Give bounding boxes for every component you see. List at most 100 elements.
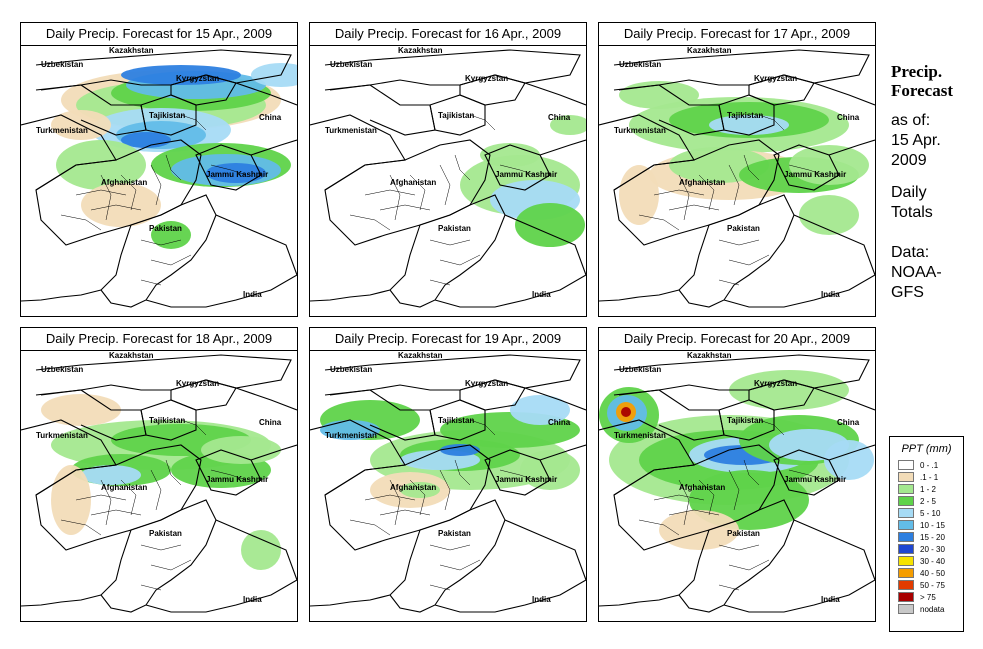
province-border bbox=[364, 189, 416, 196]
map-label-kashmir: Jammu Kashmir bbox=[206, 475, 268, 484]
province-border bbox=[788, 164, 825, 176]
province-border bbox=[90, 509, 142, 516]
legend-title: PPT (mm) bbox=[901, 443, 952, 455]
province-border bbox=[758, 419, 785, 436]
afghanistan-border bbox=[613, 444, 780, 551]
province-border bbox=[429, 544, 471, 551]
precip-map: Uzbekistan Kazakhstan Kyrgyzstan Tajikistan… bbox=[599, 351, 875, 613]
precip-area bbox=[729, 370, 849, 410]
precip-area bbox=[709, 115, 789, 135]
province-border bbox=[429, 239, 471, 246]
pakistan-border bbox=[389, 499, 506, 613]
legend-label: 40 - 50 bbox=[920, 568, 945, 578]
map-label-china: China bbox=[259, 113, 282, 122]
kashmir-border bbox=[195, 449, 262, 496]
legend-swatch bbox=[898, 484, 914, 494]
province-border bbox=[454, 459, 471, 486]
map-label-pakistan: Pakistan bbox=[438, 529, 471, 538]
afghanistan-border bbox=[324, 444, 491, 551]
legend-item: 10 - 15 bbox=[898, 519, 963, 531]
precip-area bbox=[81, 465, 141, 485]
map-label-china: China bbox=[259, 418, 282, 427]
forecast-panel-apr-18: Daily Precip. Forecast for 18 Apr., 2009… bbox=[20, 327, 298, 622]
province-border bbox=[439, 559, 481, 571]
precip-area bbox=[241, 530, 281, 570]
kashmir-border bbox=[195, 144, 262, 191]
legend-label: 10 - 15 bbox=[920, 520, 945, 530]
forecast-panel-apr-16: Daily Precip. Forecast for 16 Apr., 2009… bbox=[309, 22, 587, 317]
china-border bbox=[524, 387, 586, 461]
map-label-uzbekistan: Uzbekistan bbox=[619, 365, 661, 374]
province-border bbox=[429, 584, 451, 591]
side-title: Precip. Forecast bbox=[891, 62, 953, 100]
province-border bbox=[100, 479, 112, 526]
province-border bbox=[469, 114, 496, 131]
legend-item: 20 - 30 bbox=[898, 543, 963, 555]
province-border bbox=[165, 459, 182, 486]
panel-title: Daily Precip. Forecast for 17 Apr., 2009 bbox=[599, 23, 875, 46]
province-border bbox=[409, 174, 426, 211]
coastline bbox=[310, 594, 391, 607]
precip-map: Uzbekistan Kazakhstan Kyrgyzstan Tajikistan… bbox=[310, 351, 586, 613]
uzbekistan-border bbox=[618, 84, 725, 136]
province-border bbox=[668, 509, 720, 516]
daily-totals-note: Daily Totals bbox=[891, 184, 933, 221]
map-label-kyrgyzstan: Kyrgyzstan bbox=[754, 379, 797, 388]
province-border bbox=[653, 189, 705, 196]
province-border bbox=[120, 174, 137, 211]
map-label-india: India bbox=[532, 595, 551, 604]
uzbekistan-border bbox=[40, 84, 147, 136]
province-border bbox=[653, 494, 705, 501]
province-border bbox=[180, 114, 207, 131]
legend-label: nodata bbox=[920, 604, 945, 614]
map-label-uzbekistan: Uzbekistan bbox=[330, 365, 372, 374]
map-label-kyrgyzstan: Kyrgyzstan bbox=[465, 379, 508, 388]
precip-area bbox=[151, 221, 191, 249]
precip-area bbox=[251, 63, 297, 87]
precip-legend: PPT (mm) 0 - .1 .1 - 1 1 - 2 2 - 5 5 - 10 10 … bbox=[889, 436, 964, 632]
legend-label: > 75 bbox=[920, 592, 936, 602]
china-border bbox=[813, 82, 875, 156]
map-label-tajikistan: Tajikistan bbox=[438, 416, 474, 425]
map-label-china: China bbox=[837, 418, 860, 427]
map-label-kyrgyzstan: Kyrgyzstan bbox=[754, 74, 797, 83]
province-border bbox=[140, 279, 162, 286]
map-label-afghanistan: Afghanistan bbox=[390, 178, 436, 187]
province-border bbox=[349, 519, 391, 536]
province-border bbox=[638, 519, 680, 536]
province-border bbox=[140, 544, 182, 551]
afghanistan-border bbox=[613, 139, 780, 246]
coastline bbox=[599, 289, 680, 302]
legend-item: 1 - 2 bbox=[898, 483, 963, 495]
forecast-panel-apr-17: Daily Precip. Forecast for 17 Apr., 2009… bbox=[598, 22, 876, 317]
province-border bbox=[150, 469, 162, 511]
precip-area bbox=[320, 420, 380, 440]
province-border bbox=[718, 584, 740, 591]
map-label-tajikistan: Tajikistan bbox=[438, 111, 474, 120]
map-label-india: India bbox=[821, 595, 840, 604]
province-border bbox=[668, 204, 720, 211]
map-label-afghanistan: Afghanistan bbox=[101, 178, 147, 187]
map-label-uzbekistan: Uzbekistan bbox=[619, 60, 661, 69]
kashmir-border bbox=[773, 144, 840, 191]
afghanistan-border bbox=[324, 139, 491, 246]
province-border bbox=[150, 559, 192, 571]
legend-swatch bbox=[898, 508, 914, 518]
precip-area bbox=[206, 163, 266, 183]
china-border bbox=[235, 387, 297, 461]
province-border bbox=[150, 164, 162, 206]
province-border bbox=[75, 494, 127, 501]
province-border bbox=[60, 519, 102, 536]
panel-title: Daily Precip. Forecast for 19 Apr., 2009 bbox=[310, 328, 586, 351]
legend-swatch bbox=[898, 592, 914, 602]
kazakhstan-border bbox=[324, 49, 581, 91]
forecast-panel-apr-20: Daily Precip. Forecast for 20 Apr., 2009… bbox=[598, 327, 876, 622]
precip-map: Uzbekistan Kazakhstan Kyrgyzstan Tajikistan… bbox=[310, 46, 586, 308]
map-label-afghanistan: Afghanistan bbox=[679, 178, 725, 187]
map-label-kashmir: Jammu Kashmir bbox=[495, 170, 557, 179]
china-border bbox=[235, 82, 297, 156]
province-border bbox=[439, 164, 451, 206]
turkmenistan-border bbox=[310, 114, 406, 191]
map-label-uzbekistan: Uzbekistan bbox=[41, 60, 83, 69]
map-label-turkmenistan: Turkmenistan bbox=[325, 431, 377, 440]
